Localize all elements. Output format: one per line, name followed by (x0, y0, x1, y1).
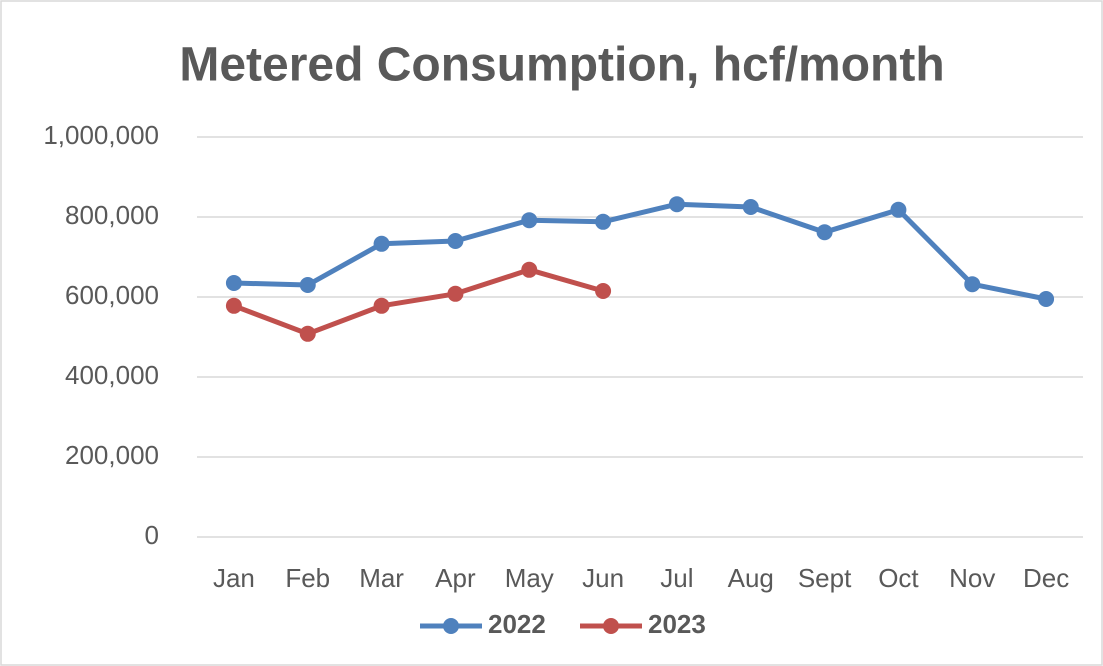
x-tick-label: Oct (878, 563, 919, 593)
data-point (299, 325, 316, 342)
x-tick-label: Jul (660, 563, 693, 593)
x-tick-label: Dec (1023, 563, 1069, 593)
y-tick-label: 400,000 (65, 360, 159, 390)
data-point (742, 199, 759, 215)
data-point (447, 285, 464, 302)
y-tick-label: 1,000,000 (43, 120, 159, 150)
data-point (447, 233, 464, 249)
y-tick-label: 0 (145, 520, 159, 550)
series-line (233, 267, 604, 337)
x-tick-label: Jan (213, 563, 255, 593)
y-tick-label: 200,000 (65, 440, 159, 470)
x-tick-label: Nov (949, 563, 995, 593)
data-point (521, 212, 538, 229)
data-point (668, 196, 685, 213)
legend-label: 2022 (488, 609, 546, 639)
legend-label: 2023 (648, 609, 706, 639)
x-tick-label: Mar (359, 563, 404, 593)
chart-title: Metered Consumption, hcf/month (179, 39, 944, 92)
x-tick-label: Feb (285, 563, 330, 593)
y-tick-label: 600,000 (65, 280, 159, 310)
series-line (233, 201, 1047, 302)
x-tick-label: Apr (435, 563, 476, 593)
data-point (890, 201, 907, 218)
x-tick-label: Sept (798, 563, 852, 593)
data-point (816, 224, 833, 241)
data-point (964, 276, 981, 293)
data-point (299, 277, 316, 293)
x-tick-label: Aug (728, 563, 774, 593)
y-tick-label: 800,000 (65, 200, 159, 230)
x-tick-label: May (505, 563, 554, 593)
data-point (595, 283, 612, 299)
data-point (225, 297, 242, 314)
legend-marker (603, 618, 619, 634)
data-point (225, 275, 242, 291)
x-tick-label: Jun (582, 563, 624, 593)
data-point (595, 213, 612, 230)
data-point (373, 297, 390, 314)
data-point (521, 261, 538, 278)
data-point (373, 235, 390, 252)
data-point (1038, 291, 1055, 307)
legend-marker (443, 618, 459, 634)
